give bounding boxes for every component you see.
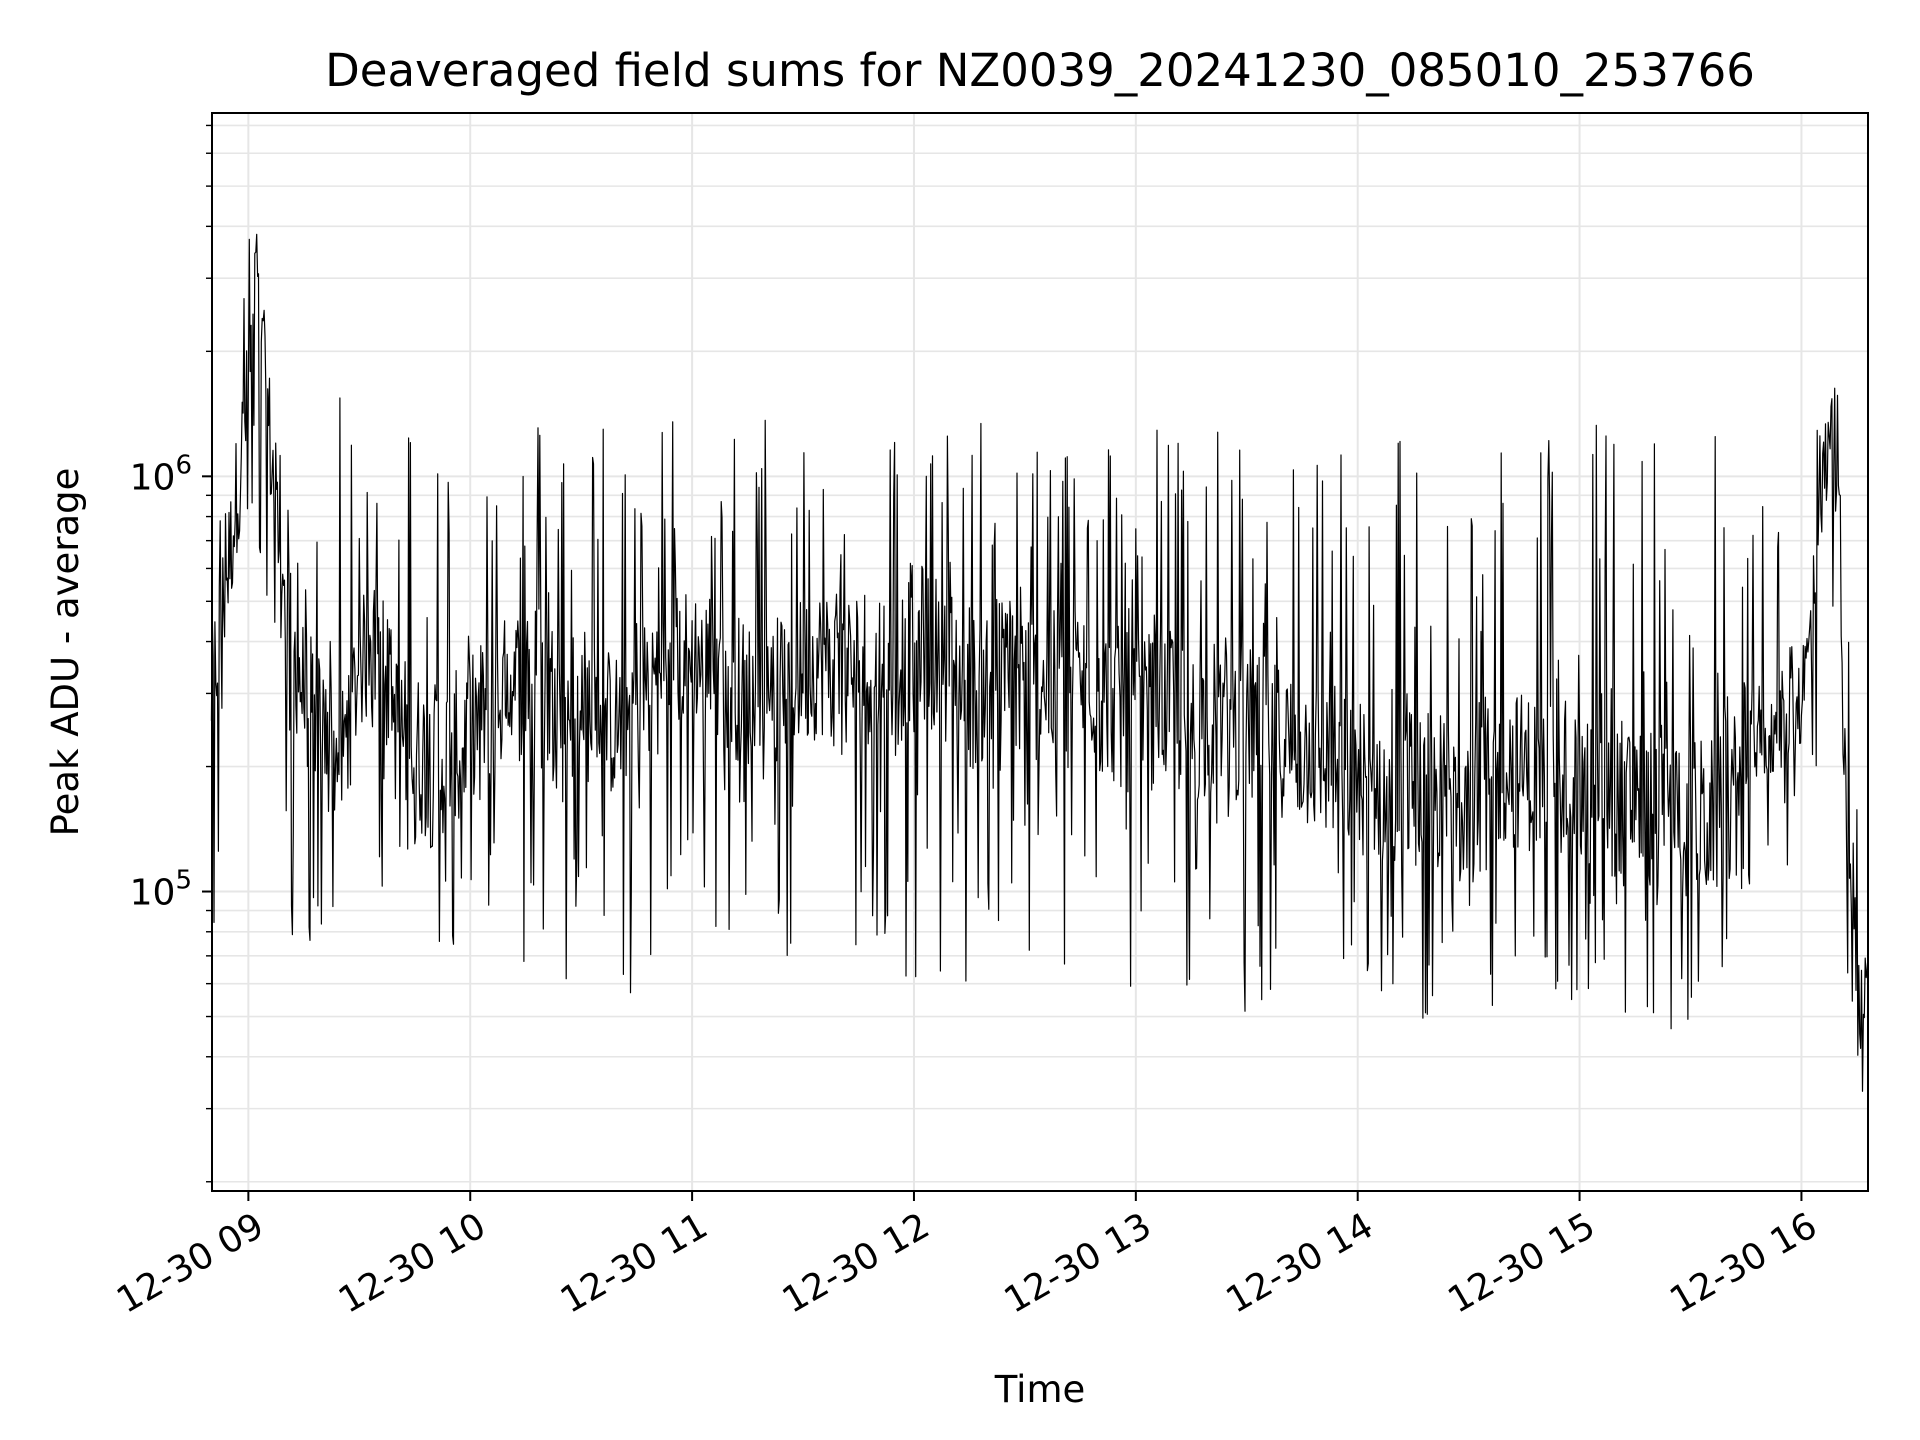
y-tick-base: 10 bbox=[130, 457, 176, 498]
y-axis-label: Peak ADU - average bbox=[44, 468, 87, 837]
y-tick-base: 10 bbox=[130, 873, 176, 914]
y-tick-exponent: 5 bbox=[175, 866, 192, 896]
data-series-line bbox=[210, 233, 1869, 1092]
plot-frame bbox=[211, 112, 1869, 1192]
y-tick-exponent: 6 bbox=[175, 450, 192, 480]
chart-title: Deaveraged field sums for NZ0039_2024123… bbox=[325, 44, 1755, 97]
x-axis-label: Time bbox=[994, 1368, 1086, 1411]
y-tick-label: 106 bbox=[130, 450, 192, 498]
series-layer bbox=[210, 233, 1869, 1092]
y-tick-label: 105 bbox=[130, 866, 192, 914]
